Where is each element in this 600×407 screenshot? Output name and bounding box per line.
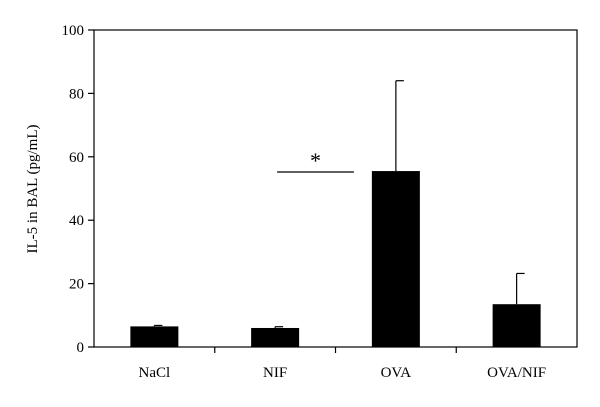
y-axis-title: IL-5 in BAL (pg/mL) <box>25 124 41 253</box>
bar-nacl <box>130 326 179 347</box>
x-category-label: OVA <box>381 365 412 381</box>
y-tick-label: 80 <box>69 86 84 102</box>
y-tick-label: 0 <box>77 340 85 356</box>
x-category-label: NaCl <box>139 365 171 381</box>
y-tick-label: 20 <box>69 277 84 293</box>
x-category-label: NIF <box>263 365 287 381</box>
y-tick-label: 40 <box>69 213 84 229</box>
significance-star: * <box>310 148 321 173</box>
bar-nif <box>251 327 300 347</box>
x-category-label: OVA/NIF <box>487 365 546 381</box>
bar-ova <box>371 171 420 347</box>
bar-ova-nif <box>492 304 541 347</box>
plot-area: 0 20 40 60 80 100 NaCl NIF OVA OVA/NIF * <box>62 23 578 381</box>
y-tick-label: 60 <box>69 150 84 166</box>
y-tick-label: 100 <box>62 23 85 39</box>
plot-frame <box>93 29 578 348</box>
